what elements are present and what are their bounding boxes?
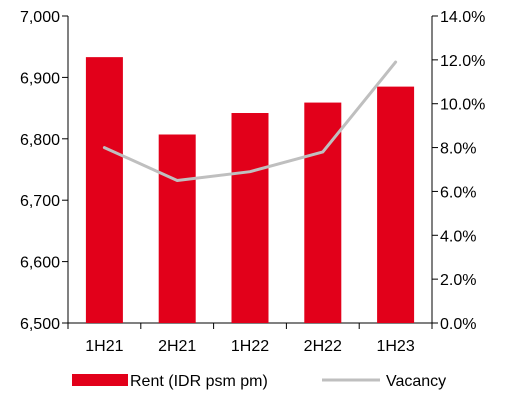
bar-series <box>85 57 415 324</box>
right-tick-label: 10.0% <box>440 97 485 114</box>
legend-swatch-rent <box>72 374 128 386</box>
bar <box>231 113 269 324</box>
bar <box>304 102 342 323</box>
x-tick-label: 1H21 <box>85 338 123 355</box>
x-tick-label: 1H23 <box>376 338 414 355</box>
legend-label-vacancy: Vacancy <box>386 373 446 390</box>
x-tick-label: 1H22 <box>231 338 269 355</box>
legend-label-rent: Rent (IDR psm pm) <box>130 373 268 390</box>
right-tick-label: 2.0% <box>440 272 476 289</box>
bar <box>158 134 196 323</box>
bar <box>85 57 123 323</box>
tick-labels: 6,500 6,600 6,700 6,800 6,900 7,000 0.0% 2.0% 4.… <box>20 9 485 355</box>
right-tick-label: 6.0% <box>440 184 476 201</box>
x-tick-label: 2H21 <box>158 338 196 355</box>
left-tick-label: 6,800 <box>20 132 60 149</box>
right-tick-label: 4.0% <box>440 228 476 245</box>
vacancy-line <box>102 60 398 182</box>
right-tick-label: 8.0% <box>440 141 476 158</box>
left-tick-label: 6,700 <box>20 193 60 210</box>
right-tick-label: 14.0% <box>440 9 485 26</box>
legend: Rent (IDR psm pm) Vacancy <box>72 373 446 390</box>
x-tick-label: 2H22 <box>304 338 342 355</box>
left-tick-label: 6,900 <box>20 70 60 87</box>
right-tick-label: 12.0% <box>440 53 485 70</box>
left-tick-label: 6,600 <box>20 255 60 272</box>
line-series <box>102 60 398 182</box>
left-tick-label: 6,500 <box>20 316 60 333</box>
bar <box>377 86 415 323</box>
left-tick-label: 7,000 <box>20 9 60 26</box>
right-tick-label: 0.0% <box>440 316 476 333</box>
